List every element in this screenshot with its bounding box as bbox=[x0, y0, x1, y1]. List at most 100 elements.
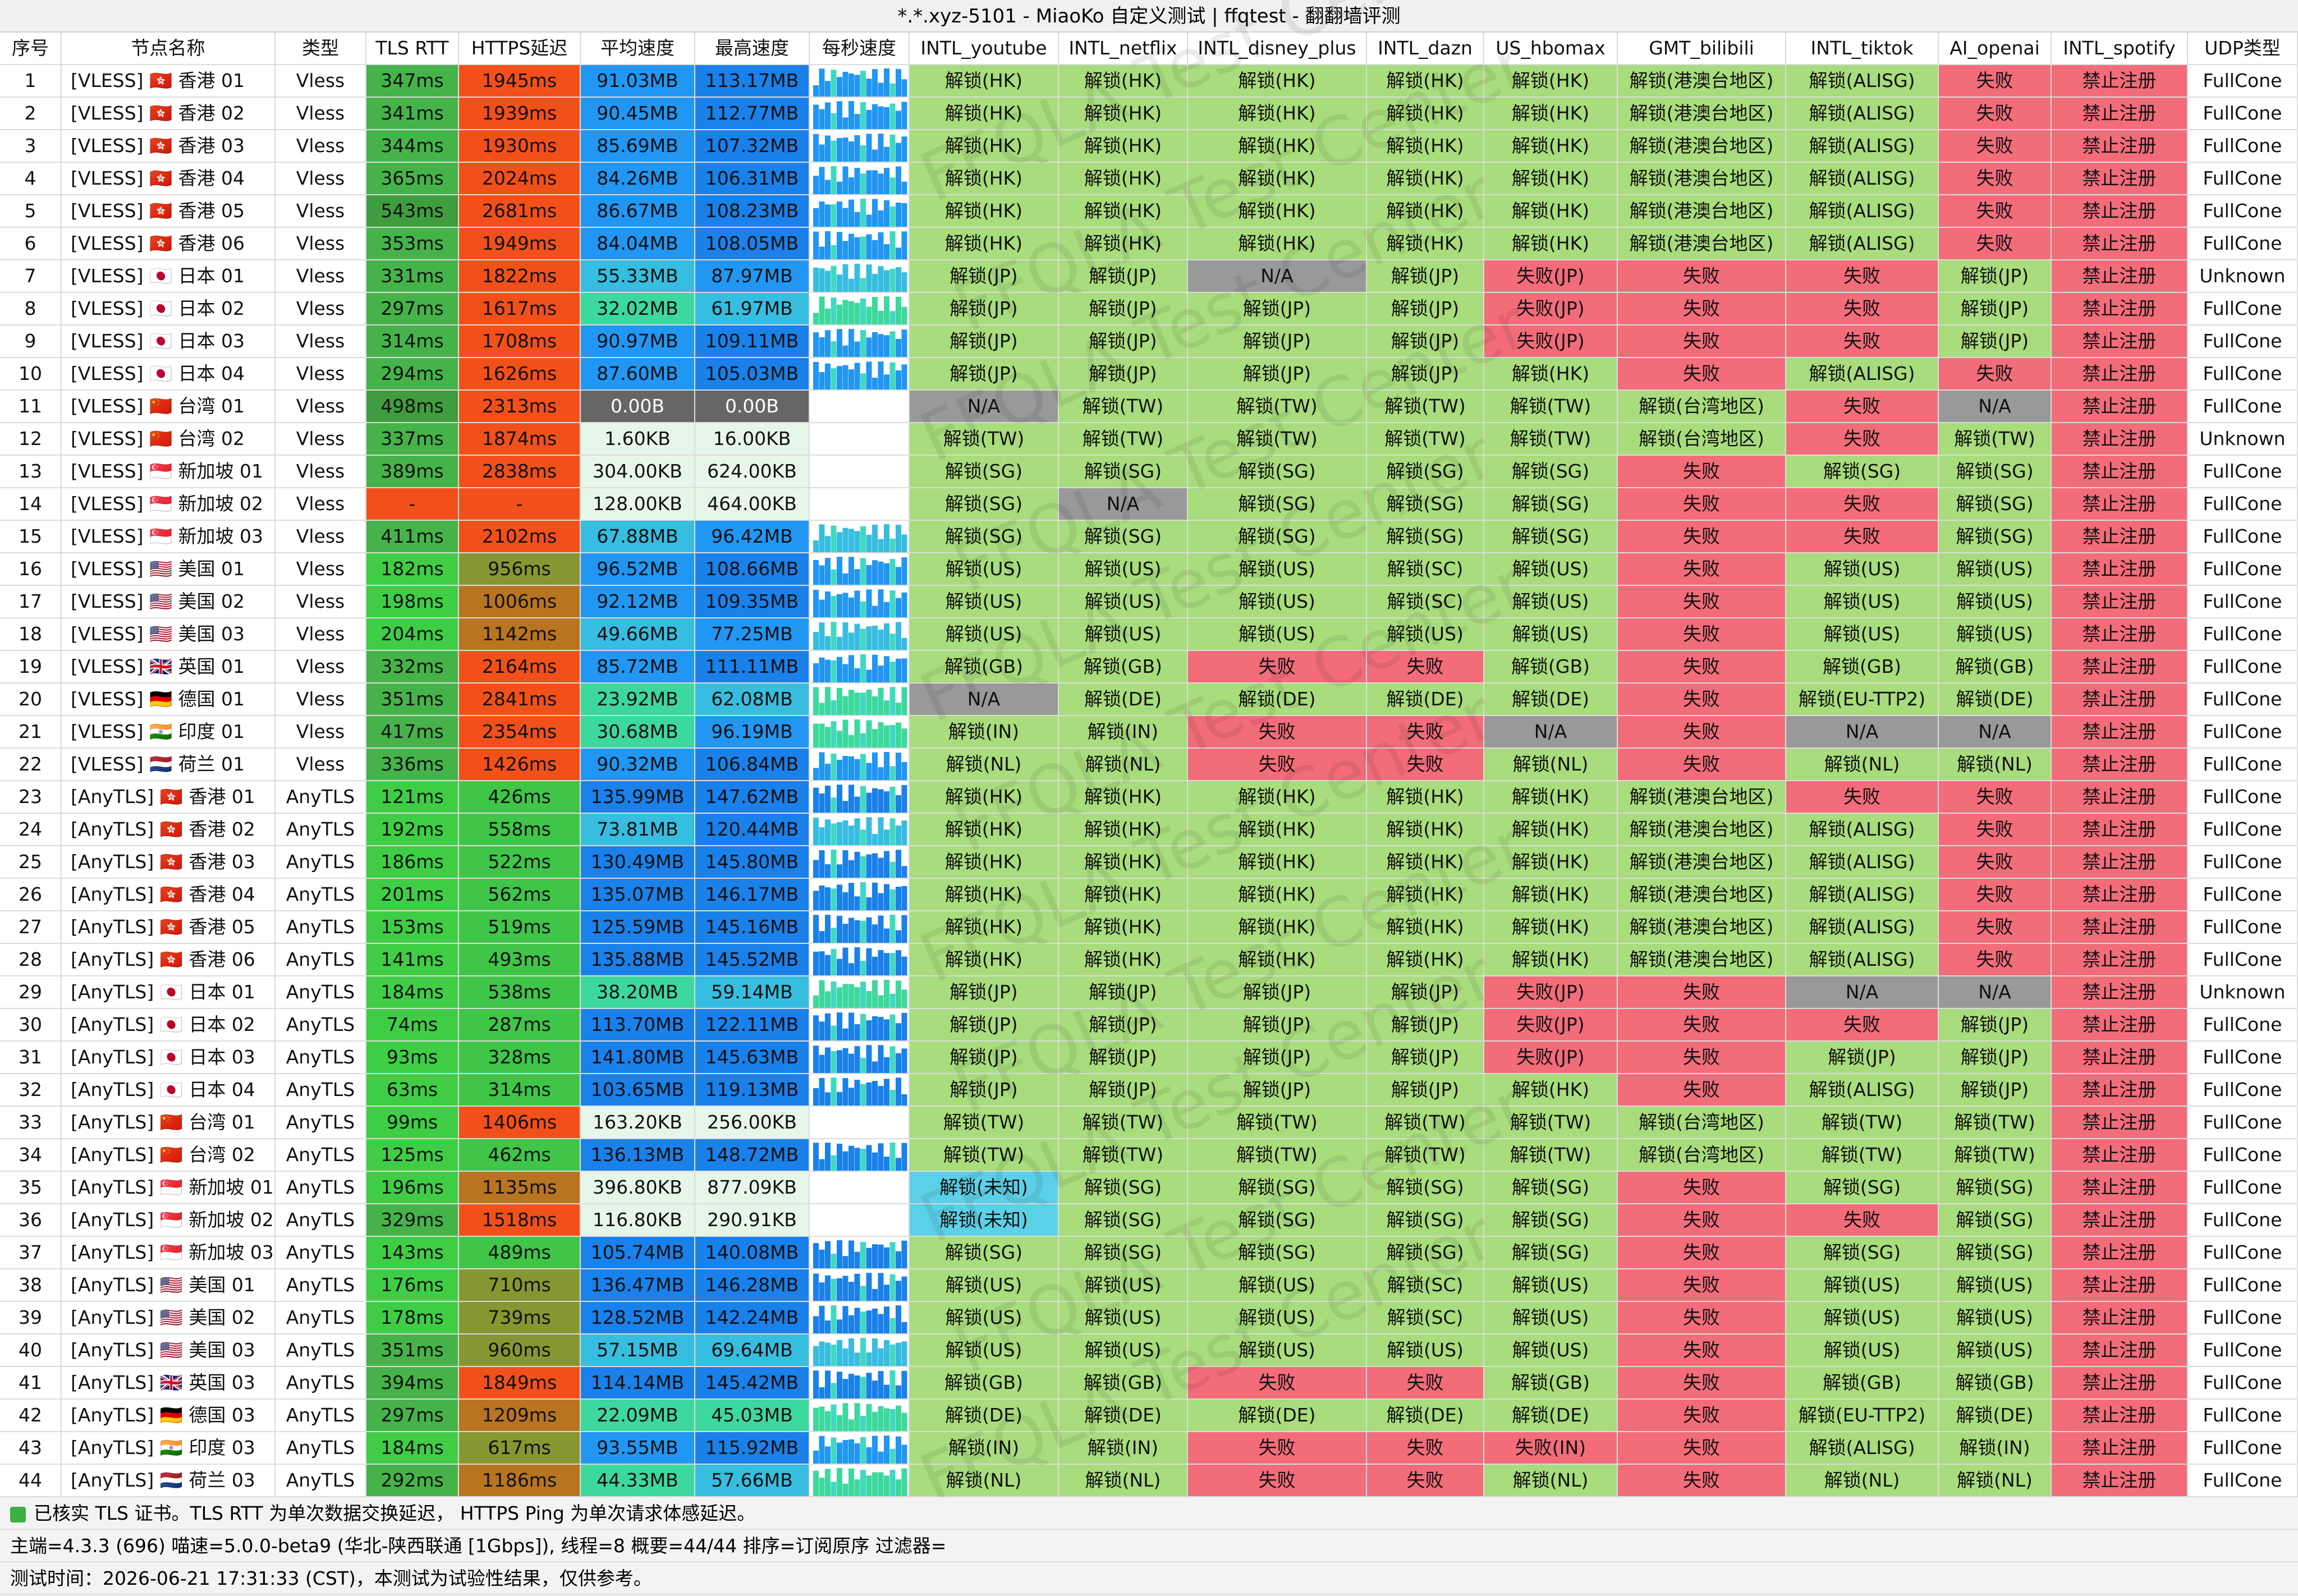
speed-bar bbox=[896, 886, 901, 910]
cell: AnyTLS bbox=[276, 944, 366, 976]
speed-bar bbox=[860, 298, 866, 324]
speed-bar bbox=[860, 1377, 866, 1398]
speed-bar bbox=[848, 632, 854, 650]
speed-bar bbox=[819, 524, 825, 552]
speed-bar bbox=[860, 629, 866, 650]
speed-bar bbox=[848, 101, 854, 129]
cell: 解锁(HK) bbox=[1484, 814, 1618, 846]
speed-bar bbox=[848, 1012, 854, 1040]
speed-bar bbox=[901, 231, 907, 259]
column-header: US_hbomax bbox=[1484, 33, 1618, 65]
cell: 解锁(JP) bbox=[910, 976, 1059, 1009]
speed-bar bbox=[848, 1145, 854, 1171]
speed-bar bbox=[889, 134, 896, 162]
cell: 解锁(NL) bbox=[1484, 749, 1618, 781]
speed-bar bbox=[878, 539, 884, 552]
speed-bar bbox=[848, 1053, 854, 1073]
speed-bar bbox=[813, 723, 819, 747]
speed-bar bbox=[860, 1470, 866, 1496]
cell: 解锁(SG) bbox=[1939, 1204, 2052, 1237]
column-header: INTL_tiktok bbox=[1786, 33, 1939, 65]
cell: N/A bbox=[1939, 976, 2052, 1009]
speed-graph-cell bbox=[810, 456, 910, 488]
cell: 禁止注册 bbox=[2052, 423, 2188, 456]
speed-bar bbox=[819, 268, 825, 292]
cell: 解锁(HK) bbox=[1367, 130, 1484, 163]
speed-graph bbox=[813, 1370, 907, 1398]
speed-bar bbox=[889, 1470, 896, 1496]
cell: Vless bbox=[276, 618, 366, 651]
speed-bar bbox=[819, 951, 825, 975]
cell: 336ms bbox=[366, 749, 459, 781]
cell: FullCone bbox=[2188, 944, 2298, 976]
cell: 解锁(TW) bbox=[1188, 1107, 1367, 1139]
cell: 禁止注册 bbox=[2052, 1009, 2188, 1042]
cell: FullCone bbox=[2188, 1009, 2298, 1042]
cell: 解锁(TW) bbox=[1939, 1107, 2052, 1139]
cell: Unknown bbox=[2188, 423, 2298, 456]
speed-bar bbox=[889, 786, 896, 813]
cell: Vless bbox=[276, 684, 366, 716]
speed-bar bbox=[837, 864, 842, 878]
cell: AnyTLS bbox=[276, 781, 366, 814]
speed-bar bbox=[901, 1276, 907, 1301]
speed-bar bbox=[842, 696, 848, 715]
speed-bar bbox=[889, 559, 896, 585]
cell: FullCone bbox=[2188, 749, 2298, 781]
cell: 解锁(HK) bbox=[1188, 195, 1367, 228]
cell: 147.62MB bbox=[695, 781, 810, 814]
cell: 解锁(HK) bbox=[1484, 98, 1618, 130]
speed-bar bbox=[884, 374, 889, 389]
speed-bar bbox=[819, 337, 825, 357]
speed-graph-cell bbox=[810, 130, 910, 163]
cell: 解锁(US) bbox=[1484, 618, 1618, 651]
speed-bar bbox=[901, 272, 907, 292]
cell: 解锁(TW) bbox=[910, 1107, 1059, 1139]
speed-bar bbox=[854, 212, 860, 227]
speed-bar bbox=[854, 623, 860, 650]
cell: 119.13MB bbox=[695, 1074, 810, 1107]
speed-bar bbox=[837, 1468, 842, 1496]
cell: 331ms bbox=[366, 260, 459, 293]
cell: 解锁(TW) bbox=[1059, 1107, 1188, 1139]
speed-bar bbox=[837, 274, 842, 292]
cell: 2681ms bbox=[459, 195, 581, 228]
speed-bar bbox=[842, 264, 848, 292]
cell: 35 bbox=[0, 1172, 62, 1204]
speed-bar bbox=[854, 796, 860, 813]
speed-bar bbox=[901, 1048, 907, 1073]
cell: 失败 bbox=[1618, 456, 1786, 488]
cell: 禁止注册 bbox=[2052, 130, 2188, 163]
speed-bar bbox=[819, 599, 825, 617]
cell: 192ms bbox=[366, 814, 459, 846]
node-name: [VLESS] 🇬🇧 英国 01 bbox=[62, 651, 276, 684]
cell: 344ms bbox=[366, 130, 459, 163]
cell: 解锁(TW) bbox=[1786, 1139, 1939, 1172]
speed-bar bbox=[901, 1143, 907, 1171]
cell: 解锁(未知) bbox=[910, 1172, 1059, 1204]
speed-bar bbox=[813, 1088, 819, 1106]
cell: 失败 bbox=[1939, 65, 2052, 98]
node-name: [AnyTLS] 🇯🇵 日本 03 bbox=[62, 1042, 276, 1074]
speed-bar bbox=[860, 1311, 866, 1333]
cell: 失败 bbox=[1618, 1172, 1786, 1204]
speed-bar bbox=[889, 861, 896, 878]
speed-bar bbox=[866, 792, 872, 813]
node-name: [AnyTLS] 🇭🇰 香港 03 bbox=[62, 846, 276, 879]
speed-bar bbox=[872, 696, 878, 715]
cell: 解锁(DE) bbox=[1188, 684, 1367, 716]
speed-graph bbox=[813, 264, 907, 292]
cell: 解锁(US) bbox=[1786, 553, 1939, 586]
column-header: 平均速度 bbox=[581, 33, 695, 65]
cell: 失败 bbox=[1618, 488, 1786, 521]
speed-bar bbox=[837, 201, 842, 227]
speed-bar bbox=[872, 752, 878, 780]
speed-bar bbox=[819, 885, 825, 910]
cell: 77.25MB bbox=[695, 618, 810, 651]
cell: 解锁(HK) bbox=[1484, 195, 1618, 228]
speed-bar bbox=[872, 1472, 878, 1496]
cell: 解锁(SG) bbox=[1188, 1172, 1367, 1204]
speed-bar bbox=[889, 1409, 896, 1431]
node-name: [VLESS] 🇭🇰 香港 03 bbox=[62, 130, 276, 163]
cell: 19 bbox=[0, 651, 62, 684]
